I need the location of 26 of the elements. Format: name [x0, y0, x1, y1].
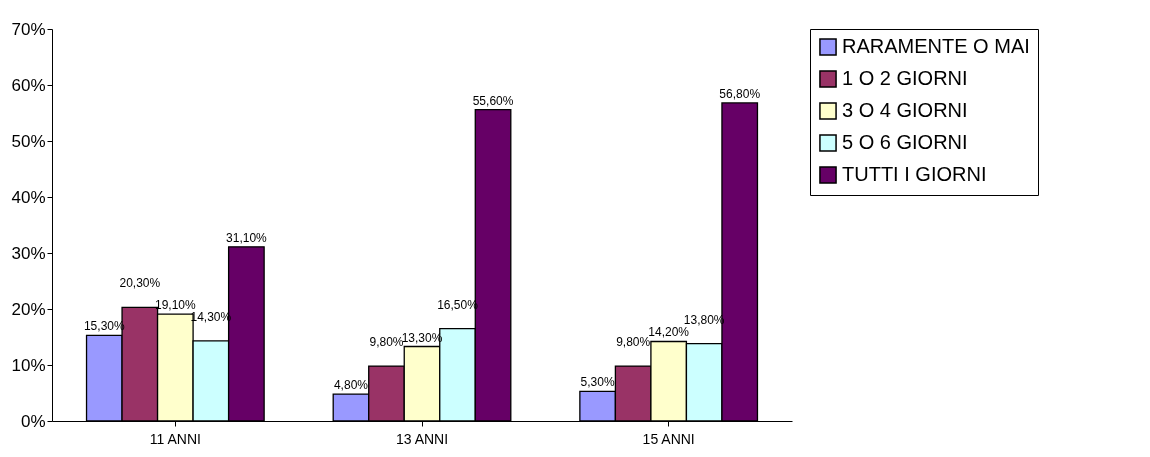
legend-label: 5 O 6 GIORNI	[842, 131, 968, 153]
x-tick-label: 15 ANNI	[642, 430, 695, 447]
legend-label: 1 O 2 GIORNI	[842, 67, 968, 89]
data-label: 55,60%	[472, 93, 514, 108]
y-tick-label: 10%	[11, 355, 46, 375]
y-tick-label: 70%	[11, 19, 46, 39]
data-label: 9,80%	[369, 335, 404, 350]
x-tick-label: 13 ANNI	[395, 430, 449, 447]
y-tick-label: 40%	[11, 187, 46, 207]
legend-label: 3 O 4 GIORNI	[842, 99, 968, 121]
legend-label: RARAMENTE O MAI	[842, 35, 1030, 57]
data-label: 20,30%	[119, 276, 161, 291]
data-label: 19,10%	[154, 298, 197, 313]
data-label: 14,20%	[648, 325, 690, 340]
data-label: 31,10%	[226, 230, 268, 245]
legend-label: TUTTI I GIORNI	[842, 163, 987, 185]
data-label: 56,80%	[719, 86, 761, 101]
y-tick-label: 30%	[11, 243, 46, 263]
data-label: 9,80%	[616, 335, 651, 350]
x-tick-label: 11 ANNI	[149, 430, 201, 447]
data-label: 5,30%	[580, 375, 615, 390]
y-tick-label: 50%	[11, 131, 46, 151]
data-label: 4,80%	[333, 378, 369, 393]
y-tick-label: 20%	[11, 299, 46, 319]
y-tick-label: 0%	[20, 411, 46, 431]
y-tick-label: 60%	[11, 75, 46, 95]
